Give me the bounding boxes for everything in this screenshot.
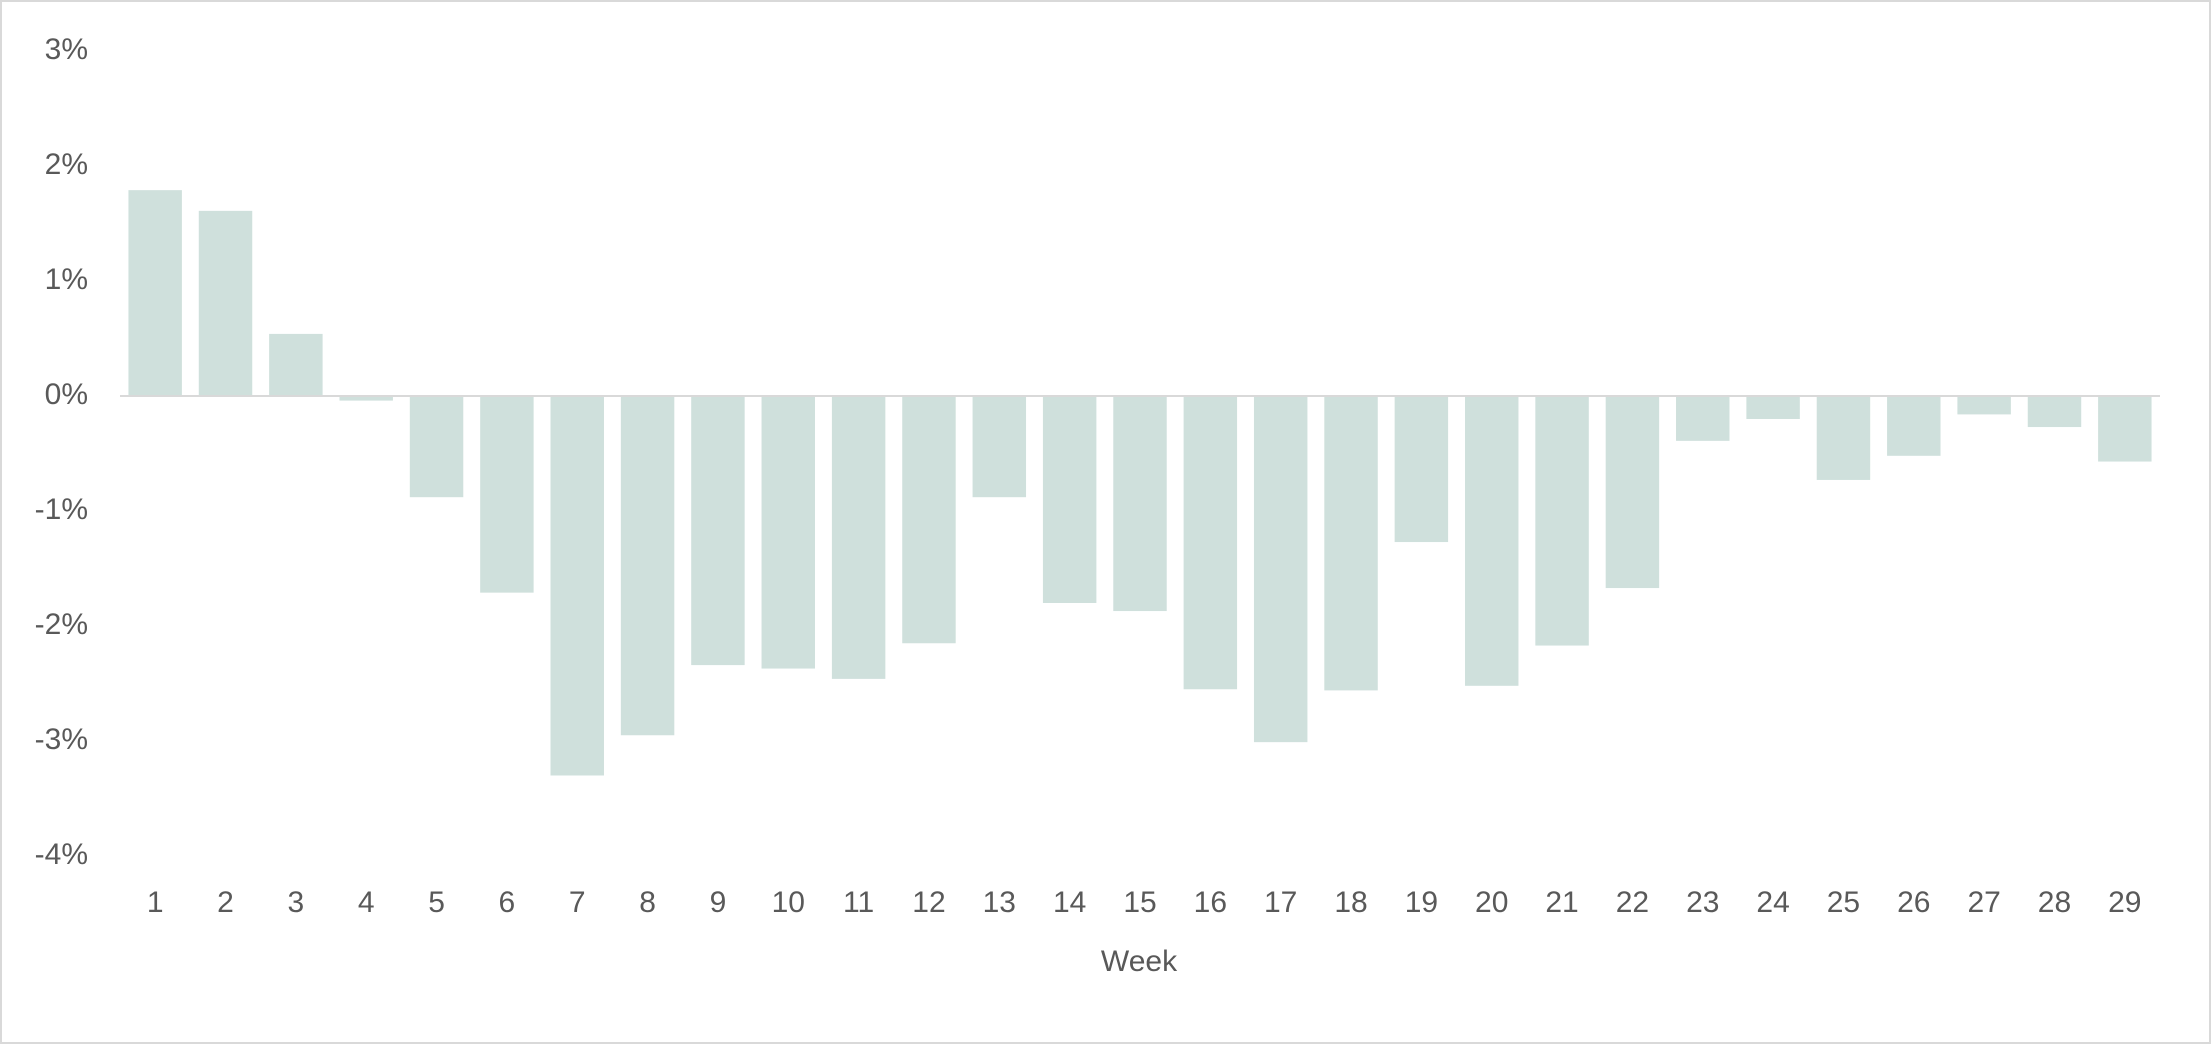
x-tick-label: 7 <box>569 886 586 919</box>
x-tick-label: 3 <box>288 886 305 919</box>
x-tick-label: 15 <box>1123 886 1156 919</box>
bar <box>691 396 745 666</box>
bar <box>1394 396 1449 543</box>
x-tick-label: 23 <box>1686 886 1719 919</box>
x-tick-label: 2 <box>217 886 234 919</box>
bar <box>1816 396 1871 480</box>
bar <box>1253 396 1308 743</box>
bar <box>620 396 675 736</box>
x-axis-title: Week <box>1101 945 1178 978</box>
x-tick-label: 13 <box>983 886 1016 919</box>
bar <box>1324 396 1378 691</box>
y-tick-label: -2% <box>35 608 88 641</box>
bar <box>972 396 1027 498</box>
x-tick-label: 28 <box>2038 886 2071 919</box>
bar <box>1464 396 1519 686</box>
y-tick-label: 1% <box>45 263 88 296</box>
x-tick-label: 6 <box>499 886 516 919</box>
x-tick-label: 29 <box>2108 886 2141 919</box>
bar <box>902 396 956 644</box>
bar <box>339 396 393 401</box>
bar <box>480 396 534 593</box>
x-tick-label: 21 <box>1545 886 1578 919</box>
bar <box>761 396 816 669</box>
bar <box>1746 396 1800 419</box>
bar <box>1183 396 1238 690</box>
x-tick-label: 9 <box>710 886 727 919</box>
y-tick-label: 3% <box>45 33 88 66</box>
x-tick-label: 14 <box>1053 886 1086 919</box>
x-tick-label: 17 <box>1264 886 1297 919</box>
x-tick-label: 12 <box>912 886 945 919</box>
x-tick-label: 4 <box>358 886 375 919</box>
bar <box>1957 396 2011 415</box>
y-tick-label: 2% <box>45 148 88 181</box>
bar <box>1887 396 1941 456</box>
y-tick-label: 0% <box>45 378 88 411</box>
y-tick-label: -1% <box>35 493 88 526</box>
x-tick-label: 18 <box>1334 886 1367 919</box>
x-tick-label: 16 <box>1194 886 1227 919</box>
x-tick-label: 27 <box>1967 886 2000 919</box>
x-tick-label: 5 <box>428 886 445 919</box>
x-tick-label: 25 <box>1827 886 1860 919</box>
x-tick-label: 1 <box>147 886 164 919</box>
bar <box>1676 396 1730 441</box>
bar <box>1113 396 1167 612</box>
bar <box>409 396 464 498</box>
bar <box>128 190 182 396</box>
x-tick-label: 10 <box>772 886 805 919</box>
bar <box>269 333 323 396</box>
bar <box>2098 396 2152 462</box>
x-tick-label: 26 <box>1897 886 1930 919</box>
bar <box>198 210 253 396</box>
x-tick-label: 20 <box>1475 886 1508 919</box>
bar <box>831 396 886 679</box>
bar <box>550 396 604 776</box>
bar <box>1535 396 1589 646</box>
bar <box>1605 396 1660 589</box>
y-tick-label: -3% <box>35 723 88 756</box>
x-tick-label: 11 <box>843 886 874 919</box>
x-tick-label: 22 <box>1616 886 1649 919</box>
bar <box>1042 396 1097 603</box>
bar <box>2027 396 2082 428</box>
y-tick-label: -4% <box>35 838 88 871</box>
x-tick-label: 19 <box>1405 886 1438 919</box>
x-tick-label: 8 <box>639 886 656 919</box>
x-tick-label: 24 <box>1756 886 1789 919</box>
